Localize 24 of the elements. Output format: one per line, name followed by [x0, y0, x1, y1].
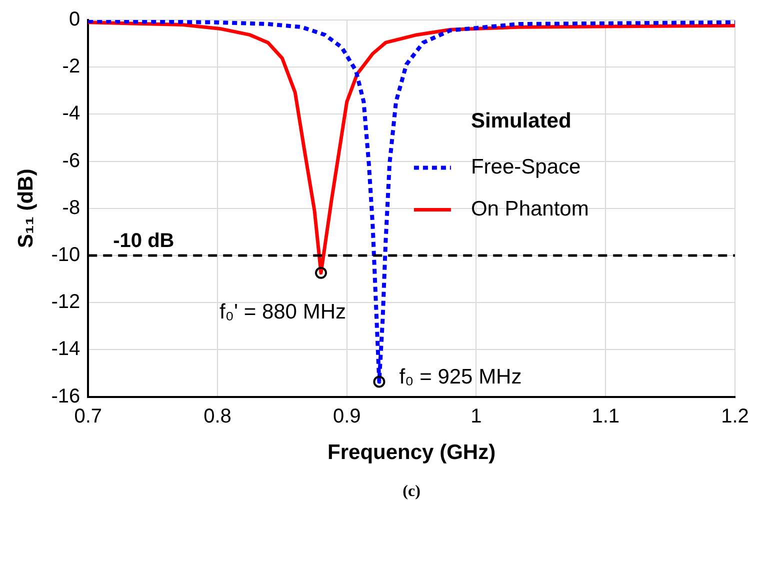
text: (c): [402, 482, 420, 500]
y-tick-label: -14: [51, 338, 80, 360]
y-tick-label: 0: [68, 8, 80, 31]
y-tick-label: -10: [51, 244, 80, 266]
legend-label: On Phantom: [470, 198, 589, 221]
y-tick-label: -2: [62, 56, 80, 78]
y-tick-label: -8: [62, 196, 80, 219]
legend-title: Simulated: [470, 110, 572, 133]
y-tick-label: -12: [51, 291, 80, 314]
x-tick-label: 1: [470, 405, 482, 428]
annotation: f₀' = 880 MHz: [219, 300, 346, 324]
x-tick-label: 0.8: [204, 405, 232, 428]
y-tick-label: -16: [51, 385, 80, 408]
y-axis-title: S₁₁ (dB): [14, 168, 38, 248]
x-tick-label: 1.2: [721, 405, 749, 428]
y-tick-label: -4: [62, 102, 80, 125]
x-tick-label: 0.9: [332, 405, 361, 428]
legend-label: Free-Space: [470, 156, 581, 179]
ref-line-label: -10 dB: [113, 230, 174, 252]
annotation: f₀ = 925 MHz: [399, 366, 522, 389]
x-tick-label: 1.1: [592, 405, 620, 428]
x-axis-title: Frequency (GHz): [328, 441, 496, 464]
x-tick-label: 0.7: [74, 405, 102, 428]
y-tick-label: -6: [62, 150, 80, 172]
